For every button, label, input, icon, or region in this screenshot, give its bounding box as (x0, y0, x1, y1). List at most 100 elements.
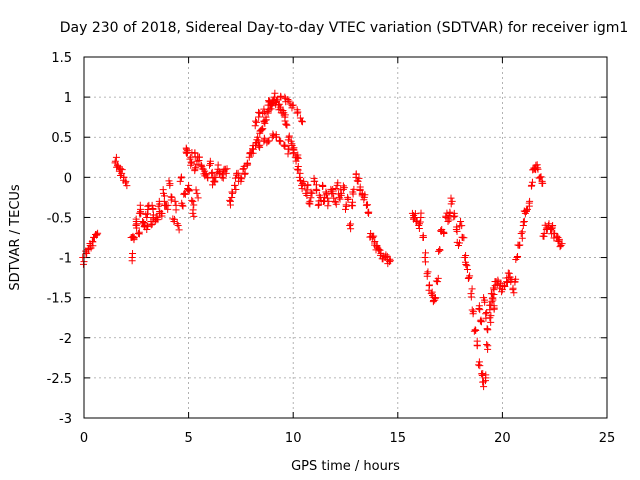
data-point (422, 249, 430, 257)
data-point (352, 170, 360, 178)
data-point (509, 284, 517, 292)
data-point (129, 232, 137, 240)
data-point (346, 221, 354, 229)
data-point (450, 213, 458, 221)
data-point (305, 199, 313, 207)
data-point (295, 173, 303, 181)
data-point (479, 378, 487, 386)
data-point (256, 143, 264, 151)
data-point (446, 208, 454, 216)
data-point (272, 133, 280, 141)
data-point (476, 317, 484, 325)
data-point (545, 220, 553, 228)
data-point (180, 189, 188, 197)
data-point (128, 257, 136, 265)
data-point (283, 121, 291, 129)
data-point (518, 234, 526, 242)
y-tick-label: 1.5 (51, 51, 72, 66)
data-point (285, 97, 293, 105)
y-tick-label: 1 (64, 91, 72, 106)
data-point (195, 153, 203, 161)
data-point (294, 154, 302, 162)
data-point (162, 202, 170, 210)
data-point (456, 239, 463, 247)
plot-frame (83, 56, 608, 419)
data-point (231, 182, 239, 190)
data-point (190, 212, 198, 220)
data-point (311, 177, 319, 185)
data-point (415, 221, 423, 229)
data-point (249, 145, 257, 153)
data-point (133, 220, 141, 228)
x-tick-label: 20 (494, 431, 511, 446)
y-tick-label: -1.5 (47, 292, 72, 307)
data-point (179, 202, 187, 210)
data-point (122, 179, 130, 187)
data-point (272, 97, 280, 105)
data-point (505, 269, 513, 277)
data-point (79, 254, 87, 262)
data-point (315, 200, 323, 208)
x-tick-label: 10 (285, 431, 302, 446)
data-point (468, 285, 476, 293)
data-point (536, 173, 544, 181)
data-point (184, 186, 192, 194)
data-point (325, 197, 333, 205)
x-axis-label: GPS time / hours (291, 459, 400, 474)
data-point (185, 181, 193, 189)
data-point (467, 293, 475, 301)
data-point (221, 165, 229, 173)
data-point (512, 256, 520, 264)
data-point (370, 232, 378, 240)
data-point (336, 195, 344, 203)
data-point (239, 165, 247, 173)
data-point (279, 106, 287, 114)
data-point (476, 362, 484, 370)
data-point (244, 160, 252, 168)
data-point (135, 228, 143, 236)
data-point (518, 228, 526, 236)
data-point (178, 199, 186, 207)
data-point (186, 155, 194, 163)
data-point (183, 147, 191, 155)
data-point (263, 139, 271, 147)
data-point (308, 189, 316, 197)
data-point (522, 207, 530, 215)
data-point (207, 160, 215, 168)
data-point (462, 252, 470, 260)
data-point (483, 326, 491, 334)
data-point (324, 202, 332, 210)
data-point (206, 161, 214, 169)
data-point (481, 296, 489, 304)
data-point (382, 251, 390, 259)
data-point (127, 233, 135, 241)
data-point (349, 190, 357, 198)
data-point (93, 230, 101, 238)
data-point (234, 169, 242, 177)
data-point (347, 220, 355, 228)
data-point (241, 169, 249, 177)
data-point (416, 218, 424, 226)
data-point (177, 173, 185, 181)
data-point (226, 201, 234, 209)
data-point (411, 210, 419, 218)
data-point (537, 173, 545, 181)
data-point (334, 179, 342, 187)
data-point (419, 232, 427, 240)
data-point (340, 184, 348, 192)
data-point (314, 201, 322, 209)
data-point (298, 117, 306, 125)
data-point (349, 198, 357, 206)
y-tick-label: -1 (59, 252, 72, 267)
data-point (214, 161, 222, 169)
data-point (275, 137, 283, 145)
data-point (470, 327, 478, 335)
data-point (554, 233, 562, 241)
data-point (482, 314, 490, 322)
data-point (215, 170, 223, 178)
data-point (171, 197, 179, 205)
data-point (344, 195, 352, 203)
data-point (293, 106, 301, 114)
data-point (456, 222, 464, 230)
data-points (79, 89, 566, 391)
